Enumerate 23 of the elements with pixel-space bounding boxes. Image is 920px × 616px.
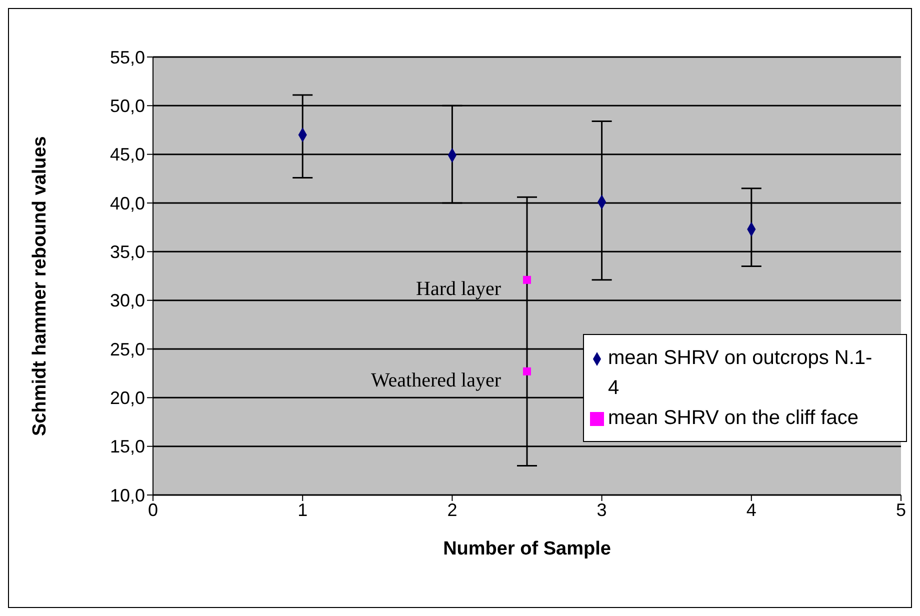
x-tick-label: 3	[596, 500, 607, 520]
legend-label: mean SHRV on the cliff face	[608, 406, 860, 431]
point	[523, 367, 531, 376]
x-tick-label: 2	[447, 500, 458, 520]
x-tick-label: 1	[298, 500, 308, 520]
point	[523, 276, 531, 284]
y-tick-label: 45,0	[110, 144, 145, 165]
annotation: Hard layer	[416, 278, 502, 300]
y-tick-label: 15,0	[110, 436, 145, 457]
x-tick-label: 0	[148, 500, 158, 520]
y-tick-label: 40,0	[110, 193, 145, 214]
y-tick-label: 55,0	[110, 47, 145, 68]
y-tick-label: 10,0	[110, 485, 145, 506]
x-axis-title: Number of Sample	[443, 538, 611, 560]
y-tick-label: 30,0	[110, 290, 145, 311]
y-tick-label: 35,0	[110, 242, 145, 262]
y-tick-label: 20,0	[110, 388, 145, 408]
y-axis-title: Schmidt hammer rebound values	[30, 136, 51, 436]
x-tick-label: 4	[746, 500, 756, 520]
x-tick-label: 5	[896, 500, 906, 520]
annotation: Weathered layer	[371, 369, 502, 392]
y-tick-label: 50,0	[110, 96, 145, 116]
y-tick-label: 25,0	[110, 339, 145, 360]
